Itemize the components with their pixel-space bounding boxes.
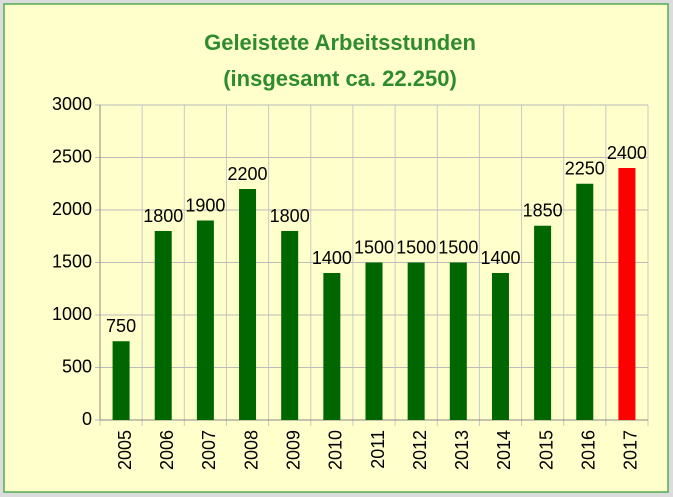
x-tick-label: 2008: [241, 430, 261, 470]
value-label: 2400: [607, 143, 647, 163]
y-tick-label: 0: [82, 409, 92, 429]
x-tick-label: 2014: [494, 430, 514, 470]
x-tick-label: 2017: [621, 430, 641, 470]
bar: [491, 273, 509, 420]
bar: [112, 341, 130, 420]
value-label: 2200: [228, 164, 268, 184]
bar: [239, 189, 257, 420]
value-label: 1500: [354, 237, 394, 257]
value-label: 1500: [396, 237, 436, 257]
x-tick-label: 2011: [368, 430, 388, 469]
x-tick-label: 2013: [452, 430, 472, 470]
value-label: 1900: [185, 195, 225, 215]
chart-subtitle: (insgesamt ca. 22.250): [223, 66, 457, 91]
value-label: 1400: [312, 248, 352, 268]
value-label: 1850: [523, 201, 563, 221]
y-tick-label: 2000: [52, 199, 92, 219]
bar: [576, 183, 594, 420]
x-tick-label: 2006: [157, 430, 177, 470]
bar: [365, 262, 383, 420]
y-tick-label: 1000: [52, 304, 92, 324]
value-label: 1500: [438, 237, 478, 257]
chart-title: Geleistete Arbeitsstunden: [204, 30, 476, 55]
bar: [449, 262, 467, 420]
bar: [196, 220, 214, 420]
x-tick-label: 2005: [115, 430, 135, 470]
bar: [281, 231, 299, 420]
value-label: 1400: [480, 248, 520, 268]
y-tick-label: 3000: [52, 94, 92, 114]
bar: [407, 262, 425, 420]
x-tick-label: 2007: [199, 430, 219, 470]
bar: [618, 168, 636, 420]
y-tick-label: 1500: [52, 251, 92, 271]
x-tick-label: 2010: [326, 430, 346, 470]
value-label: 1800: [143, 206, 183, 226]
x-tick-label: 2009: [283, 430, 303, 470]
y-tick-label: 500: [62, 356, 92, 376]
x-tick-label: 2015: [536, 430, 556, 470]
x-tick-label: 2016: [579, 430, 599, 470]
x-tick-label: 2012: [410, 430, 430, 470]
value-label: 1800: [270, 206, 310, 226]
value-label: 750: [106, 316, 136, 336]
value-label: 2250: [565, 159, 605, 179]
bar: [323, 273, 341, 420]
y-tick-label: 2500: [52, 146, 92, 166]
bar: [534, 225, 552, 420]
bar: [154, 231, 172, 420]
